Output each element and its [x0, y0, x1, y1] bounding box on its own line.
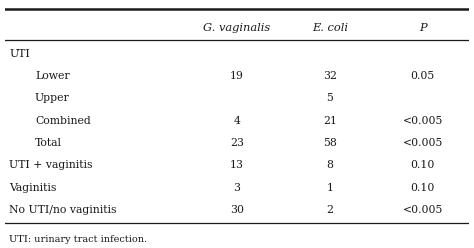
Text: <0.005: <0.005	[402, 138, 443, 148]
Text: UTI: urinary tract infection.: UTI: urinary tract infection.	[9, 235, 147, 244]
Text: Lower: Lower	[35, 71, 70, 81]
Text: 2: 2	[327, 205, 333, 215]
Text: 4: 4	[234, 116, 240, 125]
Text: 32: 32	[323, 71, 337, 81]
Text: Vaginitis: Vaginitis	[9, 183, 57, 193]
Text: 0.05: 0.05	[410, 71, 435, 81]
Text: E. coli: E. coli	[312, 23, 348, 33]
Text: 8: 8	[327, 160, 333, 170]
Text: 13: 13	[230, 160, 244, 170]
Text: UTI + vaginitis: UTI + vaginitis	[9, 160, 93, 170]
Text: 23: 23	[230, 138, 244, 148]
Text: <0.005: <0.005	[402, 116, 443, 125]
Text: No UTI/no vaginitis: No UTI/no vaginitis	[9, 205, 117, 215]
Text: 3: 3	[234, 183, 240, 193]
Text: 21: 21	[323, 116, 337, 125]
Text: 5: 5	[327, 93, 333, 103]
Text: 58: 58	[323, 138, 337, 148]
Text: 1: 1	[327, 183, 333, 193]
Text: G. vaginalis: G. vaginalis	[203, 23, 271, 33]
Text: P: P	[419, 23, 427, 33]
Text: Upper: Upper	[35, 93, 70, 103]
Text: 30: 30	[230, 205, 244, 215]
Text: UTI: UTI	[9, 49, 30, 59]
Text: Total: Total	[35, 138, 62, 148]
Text: <0.005: <0.005	[402, 205, 443, 215]
Text: 19: 19	[230, 71, 244, 81]
Text: 0.10: 0.10	[410, 183, 435, 193]
Text: Combined: Combined	[35, 116, 91, 125]
Text: 0.10: 0.10	[410, 160, 435, 170]
